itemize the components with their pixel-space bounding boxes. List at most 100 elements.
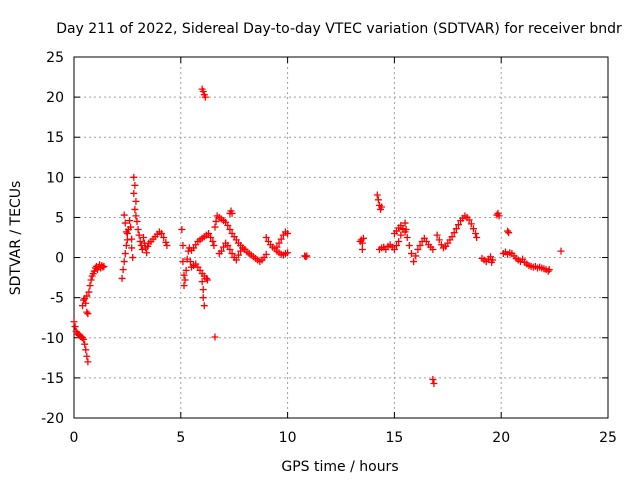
data-point [395,238,403,246]
data-point [186,258,194,266]
data-point [160,234,168,241]
data-point [181,276,189,284]
data-point [433,231,441,239]
y-tick-label: 25 [46,50,64,66]
data-point [212,217,220,225]
data-point [198,278,206,286]
x-tick-label: 20 [492,430,510,446]
data-point [211,333,219,341]
data-point [448,233,456,241]
data-point [178,225,186,233]
data-point [86,282,94,290]
data-point [87,276,95,284]
data-point [557,247,565,255]
data-point [136,238,144,246]
data-point [202,274,210,282]
data-point [132,212,140,220]
data-point [302,253,310,261]
data-point [374,196,382,204]
data-point [210,242,218,250]
data-point [70,318,78,326]
data-point [450,229,458,237]
data-point [234,251,242,259]
data-point [489,256,497,264]
data-point [452,225,460,233]
data-point [128,235,136,243]
data-point [83,292,91,300]
data-point [412,252,420,260]
data-point [128,244,136,252]
data-point [130,173,138,181]
data-point [211,223,219,231]
data-point [100,262,108,270]
axis-ticks [73,56,609,419]
data-point [226,225,234,233]
data-point [134,225,142,233]
x-tick-label: 25 [599,430,617,446]
data-point [143,249,151,257]
data-point [83,308,91,316]
data-point [435,236,443,244]
data-point [504,227,512,235]
data-point [277,235,285,243]
data-point [359,234,367,242]
data-point [430,380,438,388]
data-point [82,346,90,354]
data-point [358,239,366,247]
data-point [121,250,129,258]
data-point [469,225,477,233]
data-point [122,242,130,250]
x-axis-title: GPS time / hours [281,459,398,475]
y-tick-label: 5 [55,210,64,226]
data-point [199,286,207,294]
data-point [83,352,91,360]
data-point [429,246,437,254]
chart-title: Day 211 of 2022, Sidereal Day-to-day VTE… [56,21,622,37]
data-point [224,242,232,250]
data-point [200,302,208,310]
data-point [228,250,236,258]
data-point [138,246,146,254]
data-point [275,239,283,247]
x-tick-label: 10 [279,430,297,446]
data-point [182,266,190,274]
data-point [378,203,386,211]
data-point [403,234,411,241]
data-point [472,229,480,237]
data-point [205,229,213,237]
y-axis-title: SDTVAR / TECUs [8,181,24,296]
data-point [158,229,166,237]
data-point [241,246,249,254]
data-point [84,310,92,318]
y-tick-label: 0 [55,251,64,267]
data-point [119,266,127,274]
data-point [454,221,462,229]
data-point [358,246,366,254]
x-tick-label: 5 [176,430,185,446]
data-point [123,229,131,237]
data-point [199,87,207,95]
y-tick-label: 15 [46,130,64,146]
data-point [180,282,188,290]
data-point [505,229,513,237]
y-tick-label: -5 [50,291,64,307]
data-point [224,221,232,229]
data-point [132,197,140,205]
data-point [163,242,171,250]
data-point [407,250,415,258]
data-point [209,238,217,246]
data-point [373,191,381,199]
data-point [401,228,409,236]
data-point [90,267,98,275]
data-point [284,249,292,257]
data-point [126,217,134,225]
data-point [184,247,192,255]
data-point [130,189,138,197]
data-point [121,219,129,227]
data-point [226,246,234,254]
data-point [390,246,398,254]
data-point [303,252,311,260]
data-point [201,93,209,101]
data-point [262,234,270,241]
